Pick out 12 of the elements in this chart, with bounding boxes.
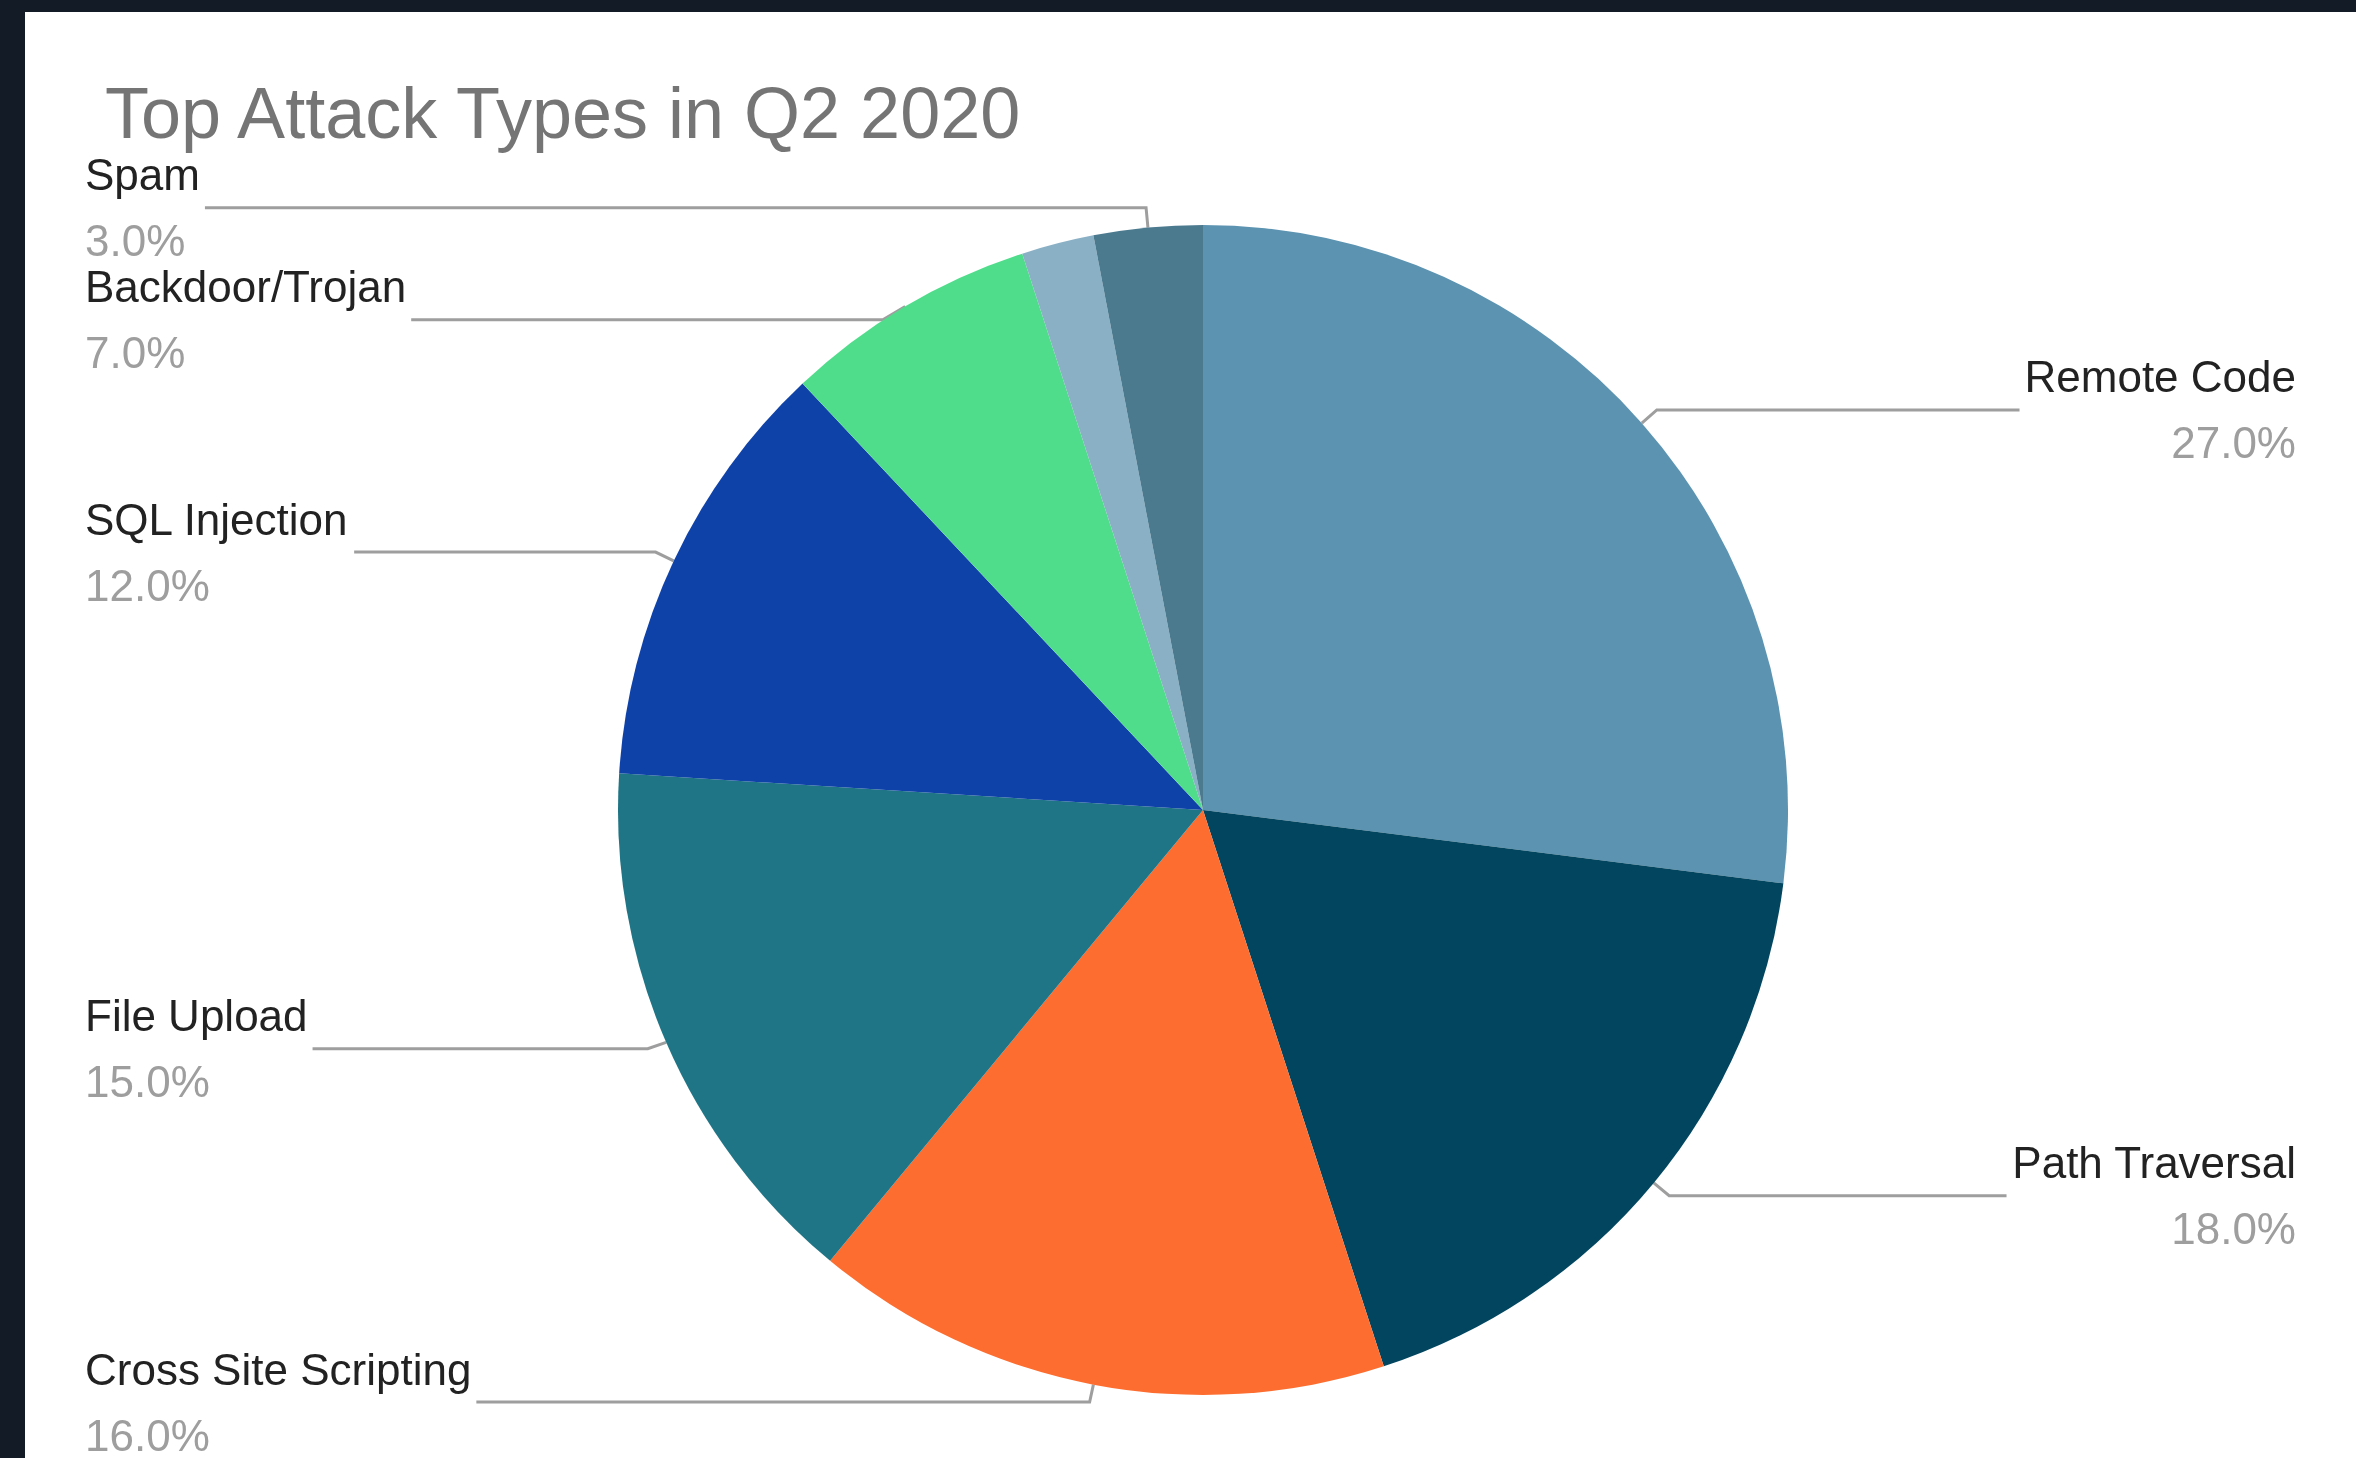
data-label: 12.0% [85,560,210,610]
data-label: 15.0% [85,1057,210,1107]
chart-title: Top Attack Types in Q2 2020 [105,73,1021,153]
data-label: 27.0% [2171,418,2296,468]
data-label: 7.0% [85,328,186,378]
data-label: 18.0% [2171,1204,2296,1254]
slice-label: Remote Code [2024,352,2296,402]
slice-label: SQL Injection [85,494,348,544]
data-label: 16.0% [85,1410,210,1458]
slice-label: File Upload [85,991,308,1041]
slice-label: Path Traversal [2012,1138,2296,1188]
slice-label: Cross Site Scripting [85,1344,472,1394]
